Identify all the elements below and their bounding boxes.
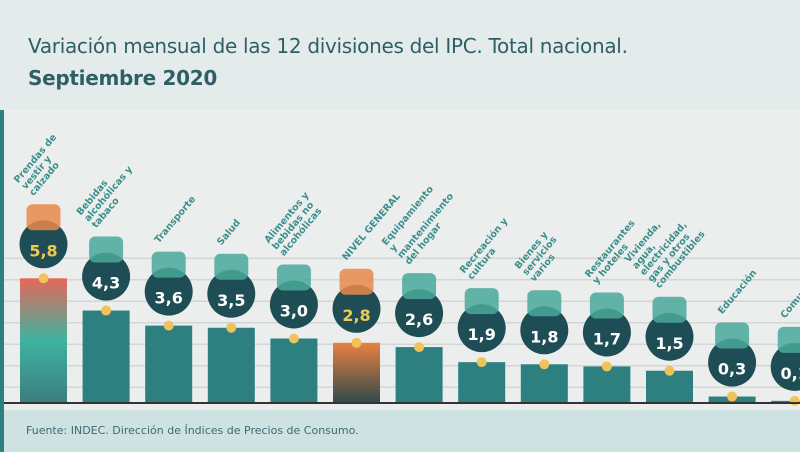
bar-8 (520, 364, 568, 403)
bar-dot (664, 365, 675, 376)
car-icon-shape (151, 251, 186, 278)
bar-dot (351, 337, 362, 348)
category-label-line: Educación (716, 268, 759, 317)
source-note: Fuente: INDEC. Dirección de Índices de P… (26, 424, 359, 437)
scissors-icon (520, 306, 569, 355)
value-label: 2,6 (405, 310, 433, 329)
bottle-icon-shape (89, 236, 124, 263)
tshirt-icon (19, 220, 68, 269)
value-label: 5,8 (29, 241, 57, 260)
bar-dot (226, 322, 237, 333)
category-label: Salud (215, 218, 243, 248)
bar-9 (583, 366, 631, 403)
food-icon (269, 280, 318, 329)
bar-dot (789, 395, 800, 406)
bar-dot (414, 342, 425, 353)
recreation-icon-shape (464, 288, 499, 315)
category-label: Comunicación (779, 257, 800, 321)
value-label: 1,5 (655, 334, 683, 353)
value-label: 4,3 (92, 274, 120, 293)
header (0, 0, 800, 110)
category-label-line: Comunicación (779, 257, 800, 321)
value-label: 0,3 (718, 360, 746, 379)
plot-area: 5,8 Prendas de vestir y calzado 4,3 Bebidas al… (0, 110, 800, 410)
tshirt-icon-shape (26, 204, 61, 231)
value-label: 0,1 (781, 364, 800, 383)
bottle-icon (82, 252, 131, 301)
category-label: Vivienda,agua,electricidad,gas y otrosco… (623, 220, 708, 291)
bar-dot (288, 333, 299, 344)
luggage-icon (582, 308, 631, 357)
value-label: 1,7 (593, 329, 621, 348)
bar-2 (145, 325, 193, 403)
footer-band (0, 410, 800, 452)
value-label: 3,6 (155, 289, 183, 308)
bar-3 (207, 327, 255, 403)
bar-dot (476, 357, 487, 368)
recreation-icon (457, 304, 506, 353)
book-icon (708, 338, 757, 387)
bar-6 (395, 347, 443, 403)
value-label: 3,0 (280, 302, 308, 321)
shopping-bag-icon-shape (339, 268, 374, 295)
lightbulb-icon-shape (652, 296, 687, 323)
scissors-icon-shape (527, 290, 562, 317)
bar-dot (601, 361, 612, 372)
medical-kit-icon-shape (214, 253, 249, 280)
bar-5 (333, 342, 380, 403)
car-icon (144, 267, 193, 316)
medical-kit-icon (207, 269, 256, 318)
bar-0 (20, 278, 67, 403)
bar-4 (270, 338, 318, 403)
category-label: Educación (716, 268, 759, 317)
chart-subtitle: Septiembre 2020 (28, 66, 217, 90)
bar-dot (38, 273, 49, 284)
bar-dot (163, 320, 174, 331)
category-label: Transporte (153, 194, 199, 245)
luggage-icon-shape (589, 292, 624, 319)
bar-dot (727, 391, 738, 402)
left-accent (0, 110, 4, 452)
bar-dot (101, 305, 112, 316)
washing-machine-icon-shape (402, 273, 437, 300)
phone-icon-shape (777, 326, 800, 353)
book-icon-shape (715, 322, 750, 349)
value-label: 1,8 (530, 327, 558, 346)
shopping-bag-icon (332, 284, 381, 333)
bar-12 (771, 400, 800, 403)
value-label: 3,5 (217, 291, 245, 310)
bar-7 (458, 362, 506, 403)
lightbulb-icon (645, 312, 694, 361)
value-label: 2,8 (342, 306, 370, 325)
bar-1 (82, 310, 130, 403)
bar-dot (539, 359, 550, 370)
chart-title: Variación mensual de las 12 divisiones d… (28, 34, 628, 58)
bar-10 (646, 370, 693, 403)
value-label: 1,9 (468, 325, 496, 344)
phone-icon (770, 342, 800, 391)
washing-machine-icon (395, 289, 444, 338)
food-icon-shape (276, 264, 311, 291)
category-label-line: Salud (215, 218, 243, 248)
category-label-line: Transporte (153, 194, 199, 245)
